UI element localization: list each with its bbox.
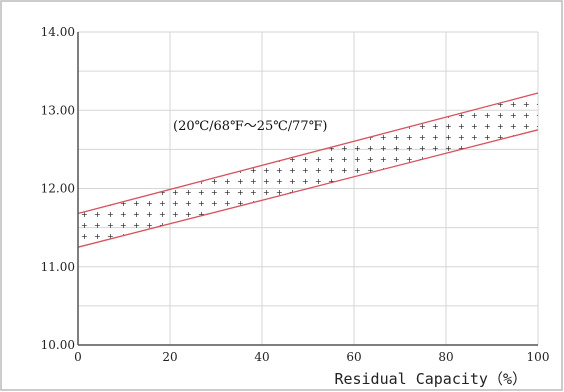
annotation: (20℃/68℉～25℃/77℉) [173,119,327,134]
x-tick-label: 100 [527,350,550,364]
x-tick-labels: 0 20 40 60 80 100 [74,350,549,364]
x-tick-label: 20 [162,350,177,364]
upper-limit-line [77,92,539,215]
y-tick-label: 14.00 [41,25,75,39]
x-tick-label: 0 [74,350,82,364]
x-tick-label: 60 [346,350,361,364]
x-axis-label: Residual Capacity（%） [334,370,527,388]
band-area [78,93,538,248]
y-tick-labels: 10.00 11.00 12.00 13.00 14.00 [41,25,75,352]
axes [77,32,538,346]
lower-limit-line [77,129,539,248]
y-tick-label: 11.00 [41,260,75,274]
y-tick-label: 13.00 [41,103,75,117]
x-tick-label: 80 [438,350,453,364]
y-tick-label: 10.00 [41,338,75,352]
x-tick-label: 40 [254,350,269,364]
y-tick-label: 12.00 [41,182,75,196]
